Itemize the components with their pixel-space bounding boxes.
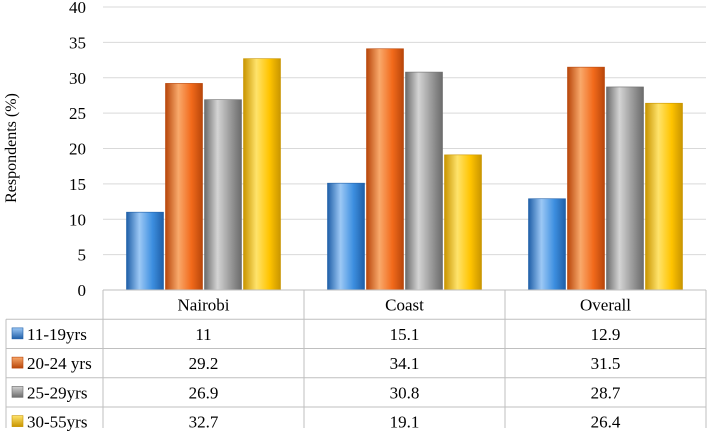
y-tick-label: 30 [69, 69, 86, 88]
y-tick-label: 40 [69, 0, 86, 17]
bar-overall-3 [606, 86, 644, 291]
gridlines [103, 6, 706, 291]
y-tick-label: 15 [69, 175, 86, 194]
bars [126, 48, 683, 291]
data-table: Nairobi Coast Overall 11-19yrs 11 15.1 12.9 20-… [5, 289, 707, 431]
category-label: Overall [580, 296, 631, 315]
table-value: 26.9 [189, 383, 219, 402]
legend-label: 25-29yrs [27, 383, 87, 402]
bar-nairobi-4 [243, 58, 281, 291]
table-value: 34.1 [390, 354, 420, 373]
y-axis-label: Respondents (%) [3, 93, 20, 203]
bar-coast-3 [405, 71, 443, 291]
y-tick-label: 25 [69, 104, 86, 123]
table-value: 11 [195, 325, 211, 344]
legend-label: 20-24 yrs [27, 354, 92, 373]
y-axis: 0 5 10 15 20 25 30 35 40 [69, 0, 86, 300]
table-value: 26.4 [591, 413, 621, 431]
bar-coast-2 [366, 48, 404, 291]
bar-nairobi-2 [165, 83, 203, 291]
bar-nairobi-1 [126, 211, 164, 291]
bar-overall-1 [528, 198, 566, 291]
category-label: Nairobi [178, 296, 230, 315]
table-value: 32.7 [189, 413, 219, 431]
bar-nairobi-3 [204, 99, 242, 291]
bar-coast-4 [444, 154, 482, 291]
legend-key [11, 386, 24, 398]
bar-coast-1 [327, 182, 365, 291]
y-tick-label: 5 [78, 246, 87, 265]
table-value: 30.8 [390, 383, 420, 402]
y-tick-label: 0 [78, 281, 87, 300]
table-value: 28.7 [591, 383, 621, 402]
table-value: 29.2 [189, 354, 219, 373]
table-value: 19.1 [390, 413, 420, 431]
legend-key [11, 327, 24, 340]
bar-overall-2 [567, 66, 605, 291]
y-tick-label: 10 [69, 210, 86, 229]
legend-label: 11-19yrs [27, 325, 87, 344]
legend-label: 30-55yrs [27, 413, 87, 431]
legend-key [11, 356, 24, 369]
y-tick-label: 35 [69, 33, 86, 52]
y-tick-label: 20 [69, 140, 86, 159]
table-value: 15.1 [390, 325, 420, 344]
category-label: Coast [385, 296, 424, 315]
table-value: 12.9 [591, 325, 621, 344]
bar-overall-4 [645, 102, 683, 291]
table-value: 31.5 [591, 354, 621, 373]
legend-key [11, 415, 24, 427]
